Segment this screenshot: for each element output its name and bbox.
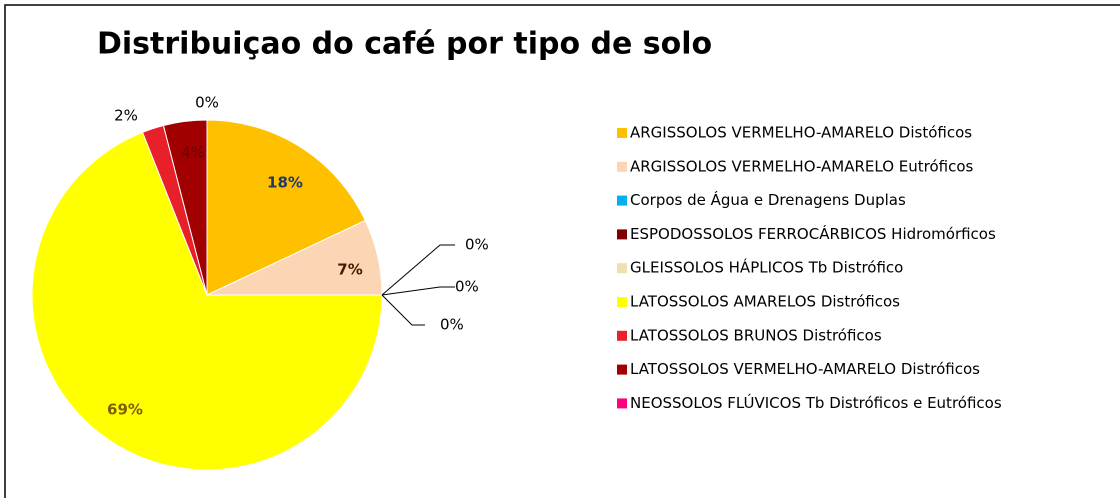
leader-line [381, 294, 425, 326]
data-label: 0% [195, 94, 219, 112]
legend-label: ARGISSOLOS VERMELHO-AMARELO Distóficos [630, 124, 972, 142]
leader-line [381, 286, 455, 296]
legend-swatch [617, 229, 627, 240]
legend-label: NEOSSOLOS FLÚVICOS Tb Distróficos e Eutr… [630, 393, 1002, 412]
legend-label: LATOSSOLOS VERMELHO-AMARELO Distróficos [630, 360, 980, 378]
legend-swatch [617, 263, 627, 274]
data-label: 69% [107, 401, 143, 419]
data-label: 4% [181, 144, 205, 162]
leader-line [381, 244, 455, 296]
data-label: 7% [337, 261, 362, 279]
chart-title: Distribuiçao do café por tipo de solo [97, 27, 712, 62]
legend-label: LATOSSOLOS BRUNOS Distróficos [630, 326, 882, 344]
pie-slice [162, 119, 208, 296]
data-label: 0% [440, 316, 464, 334]
legend-swatch [617, 330, 627, 341]
data-label: 18% [267, 174, 303, 192]
data-label: 0% [455, 278, 479, 296]
legend-label: Corpos de Água e Drenagens Duplas [630, 190, 906, 209]
legend-swatch [617, 398, 627, 409]
legend-swatch [617, 297, 627, 307]
legend-label: ARGISSOLOS VERMELHO-AMARELO Eutróficos [630, 157, 974, 175]
pie-slice [206, 119, 367, 296]
data-label: 2% [114, 107, 138, 125]
data-label: 0% [465, 236, 489, 254]
legend-label: ESPODOSSOLOS FERROCÁRBICOS Hidromórficos [630, 224, 996, 243]
legend-swatch [617, 161, 627, 172]
legend-label: GLEISSOLOS HÁPLICOS Tb Distrófico [630, 258, 903, 277]
legend-swatch [617, 364, 627, 375]
legend-label: LATOSSOLOS AMARELOS Distróficos [630, 293, 900, 311]
legend-swatch [617, 195, 627, 206]
pie-slice [31, 131, 383, 471]
legend-swatch [617, 128, 627, 138]
